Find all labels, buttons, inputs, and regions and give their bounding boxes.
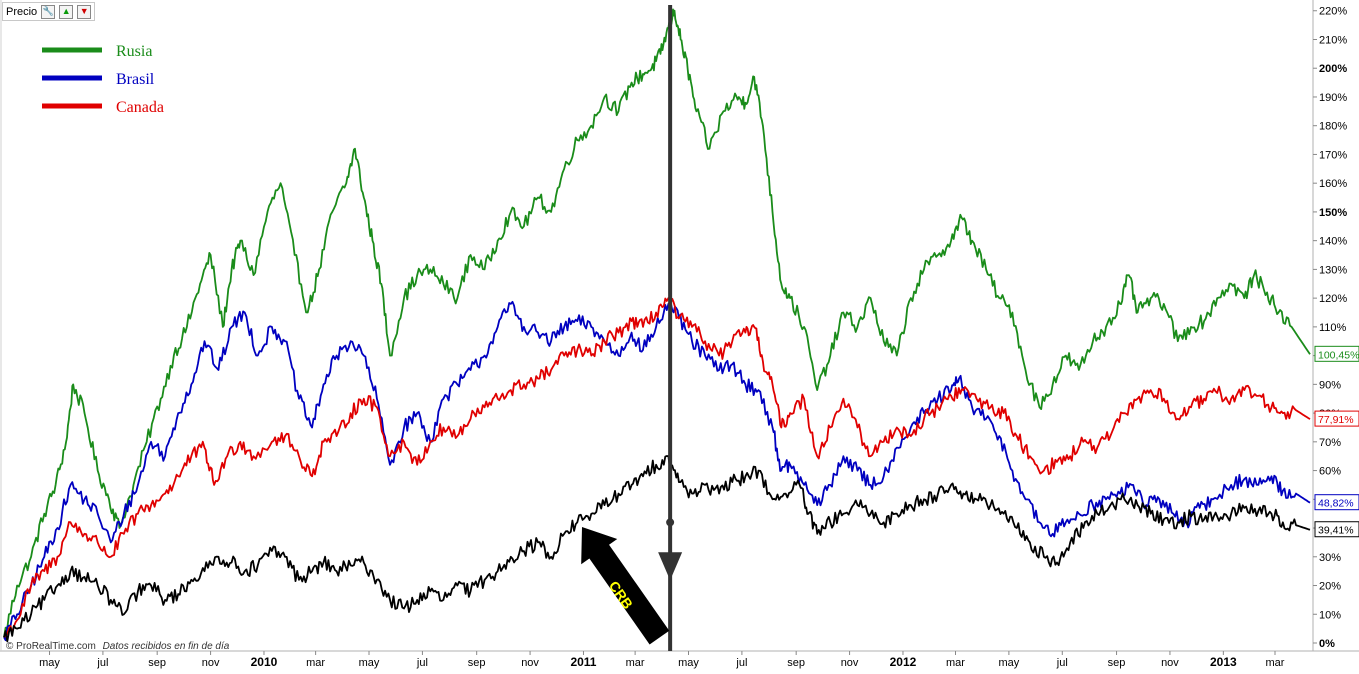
x-tick-label: nov: [202, 657, 220, 669]
arrow-up-icon[interactable]: ▲: [59, 4, 74, 19]
x-tick-label: may: [678, 657, 699, 669]
end-label-box: [1314, 494, 1359, 511]
x-tick-label: nov: [521, 657, 539, 669]
y-tick-label: 190%: [1319, 92, 1347, 104]
x-tick-label: 2012: [890, 655, 917, 669]
chart-toolbar: Precio 🔧 ▲ ▼: [2, 2, 96, 21]
end-label-box: [1314, 521, 1359, 538]
end-label-box: [1314, 345, 1359, 362]
y-tick-label: 70%: [1319, 437, 1341, 449]
y-tick-label: 170%: [1319, 149, 1347, 161]
x-tick-label: jul: [96, 657, 108, 669]
x-tick-label: sep: [1108, 657, 1126, 669]
legend-label-canada: Canada: [116, 99, 164, 116]
end-label-rusia: 100,45%: [1318, 349, 1359, 361]
footer-note: Datos recibidos en fin de día: [102, 641, 230, 652]
toolbar-title: Precio: [6, 5, 38, 18]
legend-label-brasil: Brasil: [116, 71, 155, 88]
x-tick-label: mar: [946, 657, 965, 669]
y-tick-label: 120%: [1319, 293, 1347, 305]
x-tick-label: 2010: [251, 655, 278, 669]
end-label-brasil: 48,82%: [1318, 498, 1354, 510]
x-tick-label: sep: [468, 657, 486, 669]
y-tick-label: 200%: [1319, 63, 1347, 75]
x-tick-label: mar: [306, 657, 325, 669]
end-label-canada: 77,91%: [1318, 414, 1354, 426]
x-tick-label: nov: [841, 657, 859, 669]
x-tick-label: sep: [787, 657, 805, 669]
x-tick-label: jul: [735, 657, 747, 669]
vertical-marker-dot: [666, 518, 675, 527]
y-tick-label: 30%: [1319, 552, 1341, 564]
x-tick-label: nov: [1161, 657, 1179, 669]
y-tick-label: 140%: [1319, 236, 1347, 248]
end-label-box: [1314, 410, 1359, 427]
y-tick-label: 20%: [1319, 581, 1341, 593]
y-tick-label: 160%: [1319, 178, 1347, 190]
y-tick-label: 180%: [1319, 121, 1347, 133]
x-tick-label: jul: [1056, 657, 1068, 669]
footer-copyright: © ProRealTime.com: [6, 641, 96, 652]
crb-arrow: CRB: [581, 527, 670, 645]
x-tick-label: 2011: [570, 655, 596, 669]
vertical-marker-arrowhead: [658, 552, 683, 581]
y-tick-label: 10%: [1319, 609, 1341, 621]
x-tick-label: may: [998, 657, 1019, 669]
y-tick-label: 130%: [1319, 264, 1347, 276]
y-tick-label: 60%: [1319, 466, 1341, 478]
end-label-crb: 39,41%: [1318, 525, 1354, 537]
wrench-icon[interactable]: 🔧: [41, 4, 56, 19]
x-tick-label: sep: [148, 657, 166, 669]
x-tick-label: 2013: [1210, 655, 1237, 669]
x-tick-label: mar: [626, 657, 645, 669]
y-tick-label: 150%: [1319, 207, 1347, 219]
arrow-down-icon[interactable]: ▼: [77, 4, 92, 19]
y-tick-label: 210%: [1319, 34, 1347, 46]
series-line-brasil: [3, 300, 1311, 642]
y-tick-label: 110%: [1319, 322, 1347, 334]
series-line-rusia: [3, 8, 1311, 638]
x-tick-label: jul: [416, 657, 428, 669]
series-line-crb: [3, 455, 1311, 643]
crb-arrow-shape: [581, 527, 670, 645]
chart-footer: © ProRealTime.com Datos recibidos en fin…: [6, 641, 229, 652]
y-tick-label: 0%: [1319, 638, 1335, 650]
x-tick-label: may: [39, 657, 60, 669]
y-tick-label: 220%: [1319, 6, 1347, 18]
y-tick-label: 90%: [1319, 379, 1341, 391]
x-tick-label: may: [359, 657, 380, 669]
x-tick-label: mar: [1266, 657, 1285, 669]
legend-label-rusia: Rusia: [116, 43, 152, 60]
